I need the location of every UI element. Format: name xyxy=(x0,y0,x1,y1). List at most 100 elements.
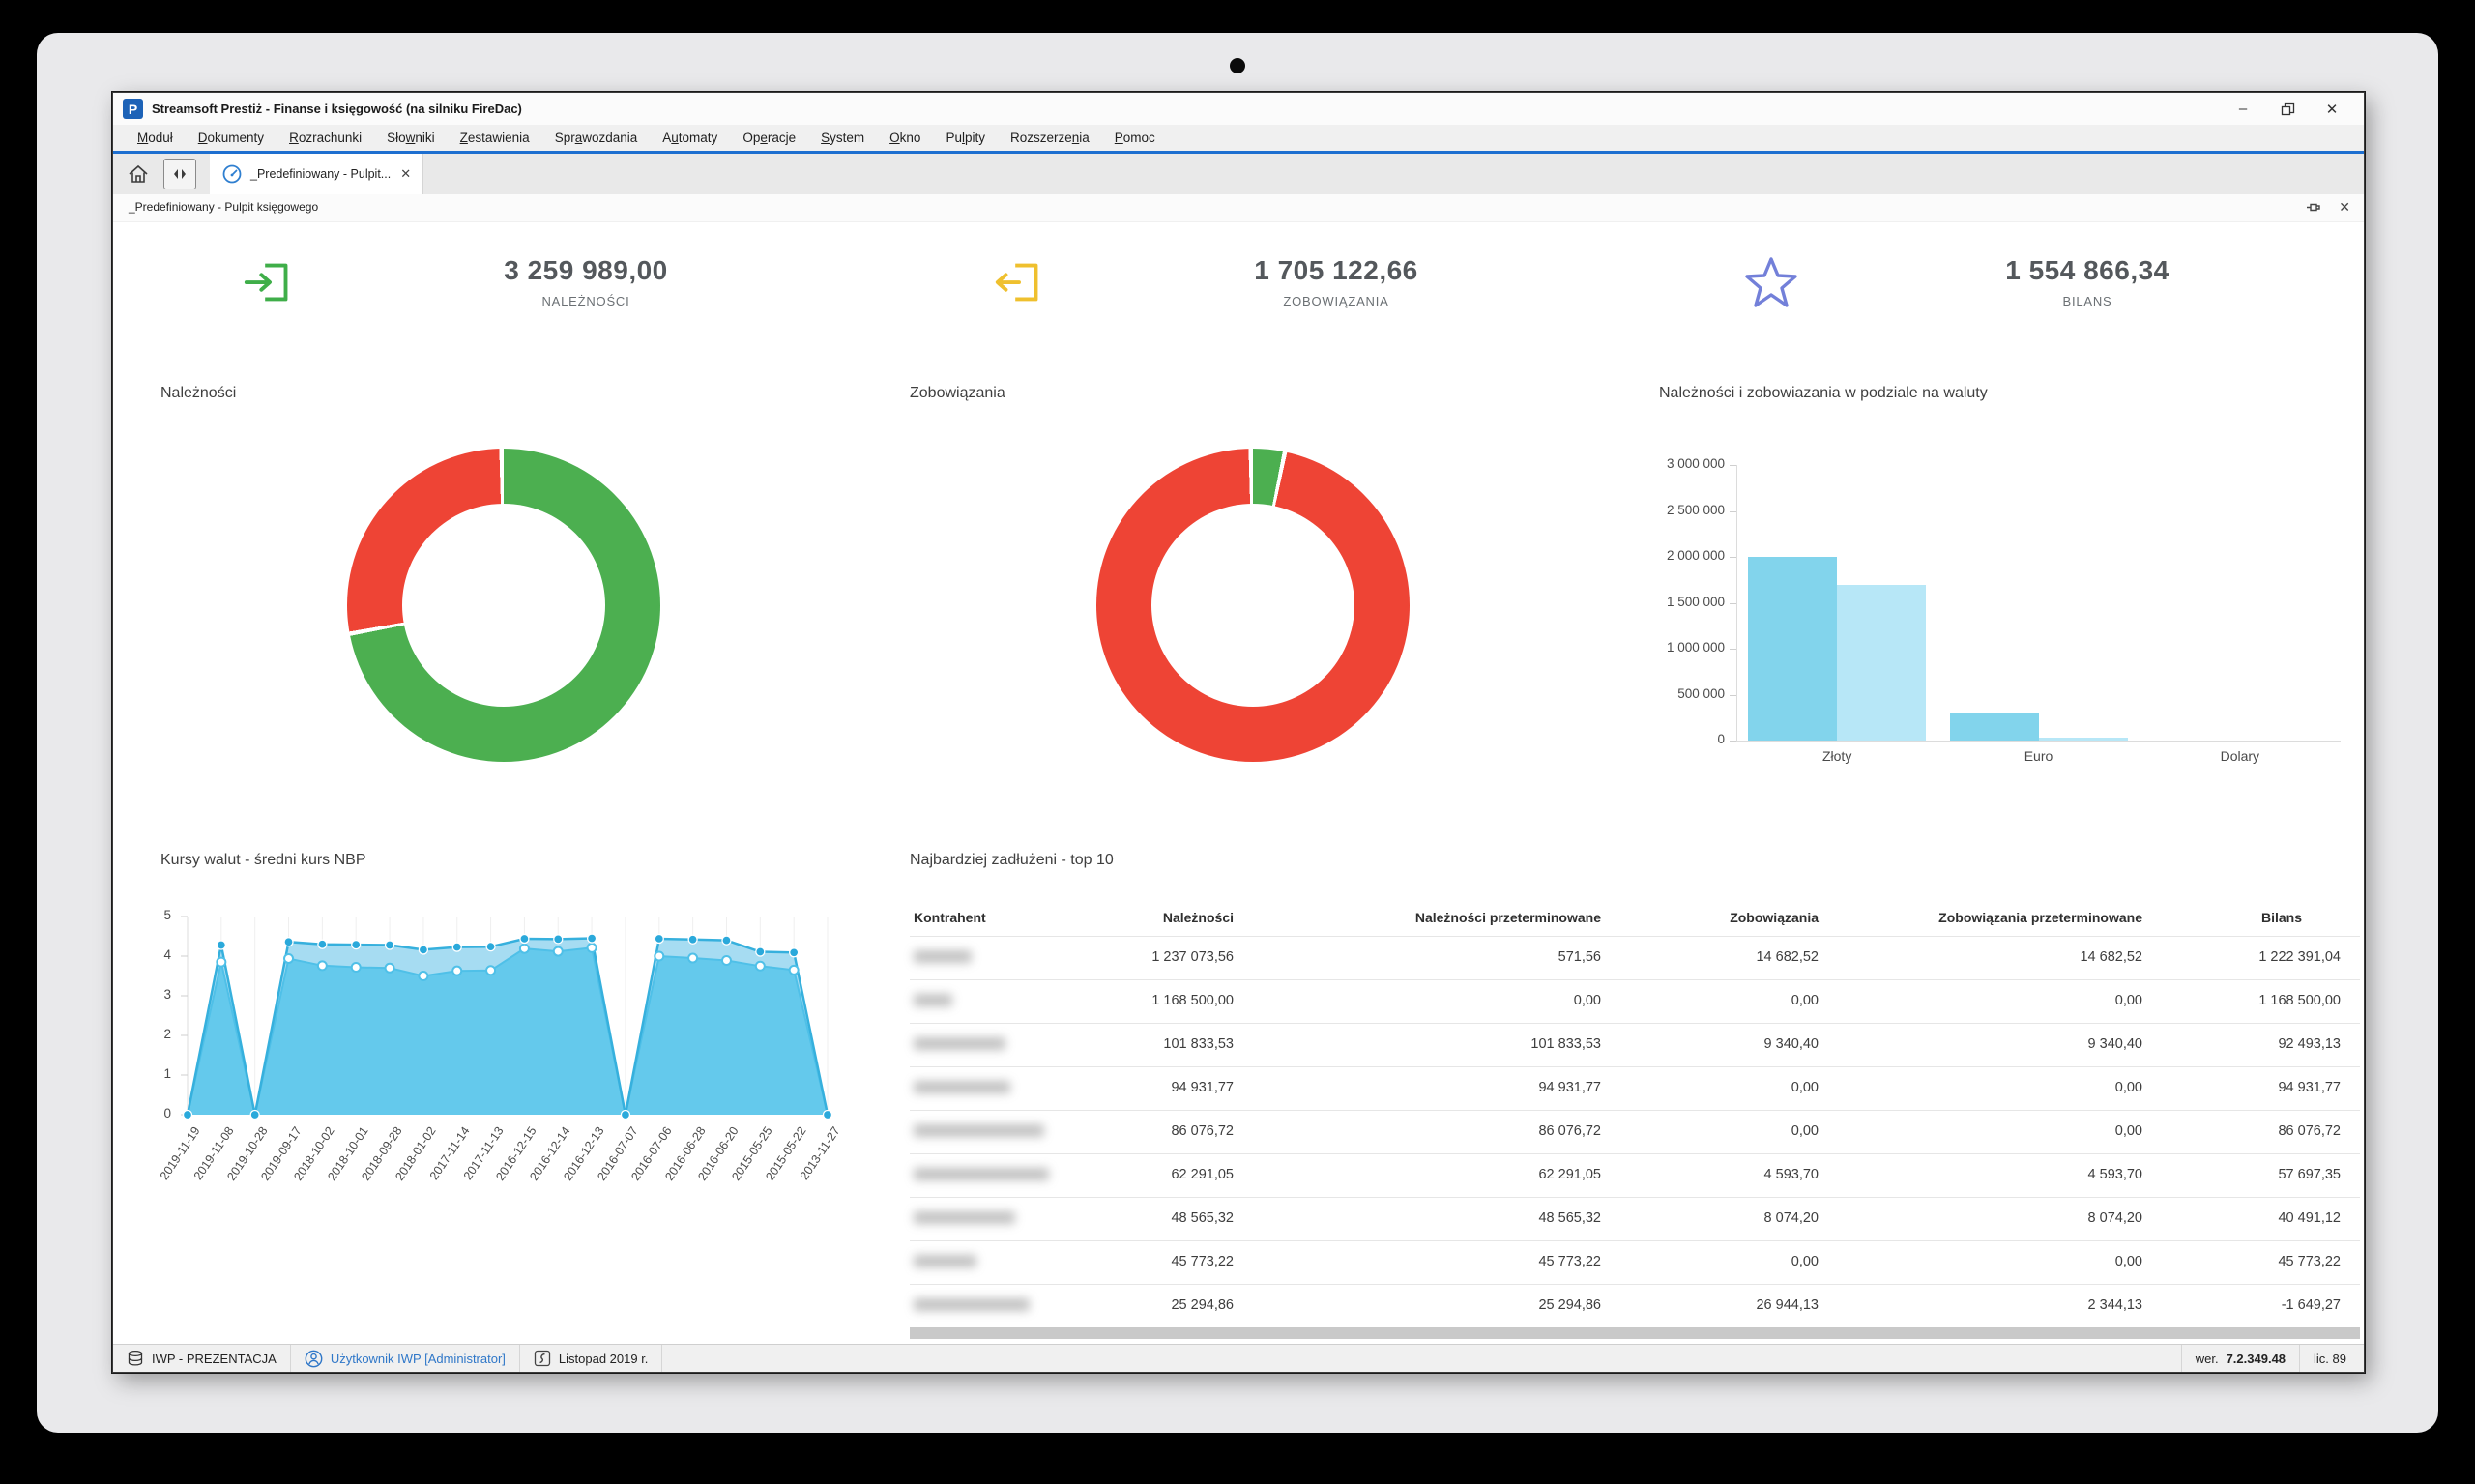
bar-ytick: 3 000 000 xyxy=(1666,456,1725,471)
user-cell[interactable]: Użytkownik IWP [Administrator] xyxy=(291,1345,520,1372)
tab-strip: _Predefiniowany - Pulpit... ✕ xyxy=(113,154,2364,194)
restore-icon xyxy=(2281,102,2294,115)
panel-close-icon[interactable]: ✕ xyxy=(2339,199,2350,215)
contractor-name-blurred xyxy=(914,1037,1107,1054)
table-cell: 101 833,53 xyxy=(1163,1036,1234,1052)
bar-chart-title: Należności i zobowiazania w podziale na … xyxy=(1659,385,1988,401)
contractor-name-blurred xyxy=(914,1168,1107,1184)
zobowiazania-donut-chart xyxy=(1096,449,1410,762)
kpi-value: 1 705 122,66 xyxy=(1254,255,1418,285)
menu-item-system[interactable]: System xyxy=(821,131,865,145)
menu-item-zestawienia[interactable]: Zestawienia xyxy=(459,131,530,145)
period-icon xyxy=(534,1350,551,1367)
tab-list-button[interactable] xyxy=(163,159,196,189)
menu-item-sprawozdania[interactable]: Sprawozdania xyxy=(554,131,638,145)
bar-category-label: Złoty xyxy=(1821,748,1852,764)
table-scrollbar[interactable] xyxy=(910,1327,2360,1339)
menu-item-pulpity[interactable]: Pulpity xyxy=(946,131,985,145)
column-header-5[interactable]: Bilans xyxy=(2260,910,2302,925)
arrow-in-icon xyxy=(244,263,288,301)
period-label: Listopad 2019 r. xyxy=(558,1351,649,1366)
user-name: Użytkownik IWP [Administrator] xyxy=(330,1351,506,1366)
table-cell: 2 344,13 xyxy=(2087,1297,2142,1313)
bar-ytick: 0 xyxy=(1717,732,1725,746)
column-header-1[interactable]: Należności xyxy=(1162,910,1234,925)
table-cell: 57 697,35 xyxy=(2278,1167,2341,1182)
kpi-bilans: 1 554 866,34 BILANS xyxy=(1614,236,2364,328)
table-title: Najbardziej zadłużeni - top 10 xyxy=(910,852,1114,868)
minimize-button[interactable]: – xyxy=(2238,101,2248,117)
table-cell: 48 565,32 xyxy=(1171,1210,1234,1226)
license-label: lic. 89 xyxy=(2314,1351,2346,1366)
table-cell: 40 491,12 xyxy=(2278,1210,2341,1226)
line-ytick: 2 xyxy=(163,1027,171,1041)
table-cell: 45 773,22 xyxy=(1171,1254,1234,1269)
table-cell: 8 074,20 xyxy=(1763,1210,1819,1226)
contractor-name-blurred xyxy=(914,994,1107,1010)
status-bar: IWP - PREZENTACJA Użytkownik IWP [Admini… xyxy=(113,1344,2364,1372)
table-cell: 4 593,70 xyxy=(1763,1167,1819,1182)
donut1-title: Należności xyxy=(160,385,237,401)
line-ytick: 5 xyxy=(163,908,171,922)
table-cell: 86 076,72 xyxy=(1171,1123,1234,1139)
restore-button[interactable] xyxy=(2265,95,2310,124)
menu-item-okno[interactable]: Okno xyxy=(889,131,921,145)
kpi-value: 1 554 866,34 xyxy=(2005,255,2169,285)
home-button[interactable] xyxy=(123,160,154,189)
menu-item-dokumenty[interactable]: Dokumenty xyxy=(197,131,265,145)
table-cell: 1 168 500,00 xyxy=(1151,993,1234,1008)
table-cell: -1 649,27 xyxy=(2281,1297,2341,1313)
table-cell: 45 773,22 xyxy=(1538,1254,1601,1269)
user-icon xyxy=(305,1350,323,1367)
menu-item-pomoc[interactable]: Pomoc xyxy=(1114,131,1155,145)
naleznosci-donut-chart xyxy=(347,449,660,762)
line-ytick: 0 xyxy=(163,1106,171,1120)
table-cell: 0,00 xyxy=(1791,1123,1819,1139)
bar-ytick: 2 500 000 xyxy=(1666,502,1725,517)
kpi-label: ZOBOWIĄZANIA xyxy=(1283,294,1389,308)
column-header-3[interactable]: Zobowiązania xyxy=(1730,910,1819,925)
table-cell: 1 222 391,04 xyxy=(2258,949,2341,965)
tab-predefiniowany[interactable]: _Predefiniowany - Pulpit... ✕ xyxy=(210,154,424,194)
close-button[interactable]: ✕ xyxy=(2325,101,2339,118)
menu-item-rozrachunki[interactable]: Rozrachunki xyxy=(289,131,363,145)
period-cell[interactable]: Listopad 2019 r. xyxy=(520,1345,663,1372)
menu-item-modu[interactable]: Moduł xyxy=(137,131,173,145)
table-cell: 571,56 xyxy=(1558,949,1601,965)
contractor-name-blurred xyxy=(914,1211,1107,1228)
tab-close-icon[interactable]: ✕ xyxy=(400,166,412,181)
table-cell: 0,00 xyxy=(2114,1123,2142,1139)
bar-euro-s1 xyxy=(1949,713,2039,741)
column-header-4[interactable]: Zobowiązania przeterminowane xyxy=(1938,910,2142,925)
app-icon: P xyxy=(123,99,143,119)
kpi-zobowiązania: 1 705 122,66 ZOBOWIĄZANIA xyxy=(863,236,1614,328)
table-cell: 0,00 xyxy=(1791,1080,1819,1095)
table-cell: 0,00 xyxy=(1573,993,1601,1008)
donut2-title: Zobowiązania xyxy=(910,385,1005,401)
menu-item-sowniki[interactable]: Słowniki xyxy=(387,131,435,145)
table-cell: 0,00 xyxy=(1791,1254,1819,1269)
window-title: Streamsoft Prestiż - Finanse i księgowoś… xyxy=(152,102,522,116)
version-cell: wer. 7.2.349.48 xyxy=(2180,1345,2299,1372)
active-module-accent xyxy=(113,151,2364,154)
bar-category-label: Dolary xyxy=(2220,748,2260,764)
bar-złoty-s2 xyxy=(1837,584,1927,741)
menu-item-rozszerzenia[interactable]: Rozszerzenia xyxy=(1009,131,1090,145)
table-cell: 48 565,32 xyxy=(1538,1210,1601,1226)
version-number: 7.2.349.48 xyxy=(2226,1351,2286,1366)
table-cell: 0,00 xyxy=(1791,993,1819,1008)
table-cell: 9 340,40 xyxy=(1763,1036,1819,1052)
table-cell: 86 076,72 xyxy=(1538,1123,1601,1139)
database-cell: IWP - PREZENTACJA xyxy=(113,1345,291,1372)
menu-item-automaty[interactable]: Automaty xyxy=(662,131,718,145)
line-ytick: 1 xyxy=(163,1066,171,1081)
table-cell: 45 773,22 xyxy=(2278,1254,2341,1269)
menu-item-operacje[interactable]: Operacje xyxy=(742,131,797,145)
column-header-2[interactable]: Należności przeterminowane xyxy=(1414,910,1601,925)
table-cell: 92 493,13 xyxy=(2278,1036,2341,1052)
column-header-0[interactable]: Kontrahent xyxy=(914,910,986,925)
table-cell: 94 931,77 xyxy=(1538,1080,1601,1095)
version-prefix: wer. xyxy=(2195,1351,2219,1366)
pin-icon[interactable] xyxy=(2305,199,2321,216)
kpi-label: NALEŻNOŚCI xyxy=(541,294,630,308)
